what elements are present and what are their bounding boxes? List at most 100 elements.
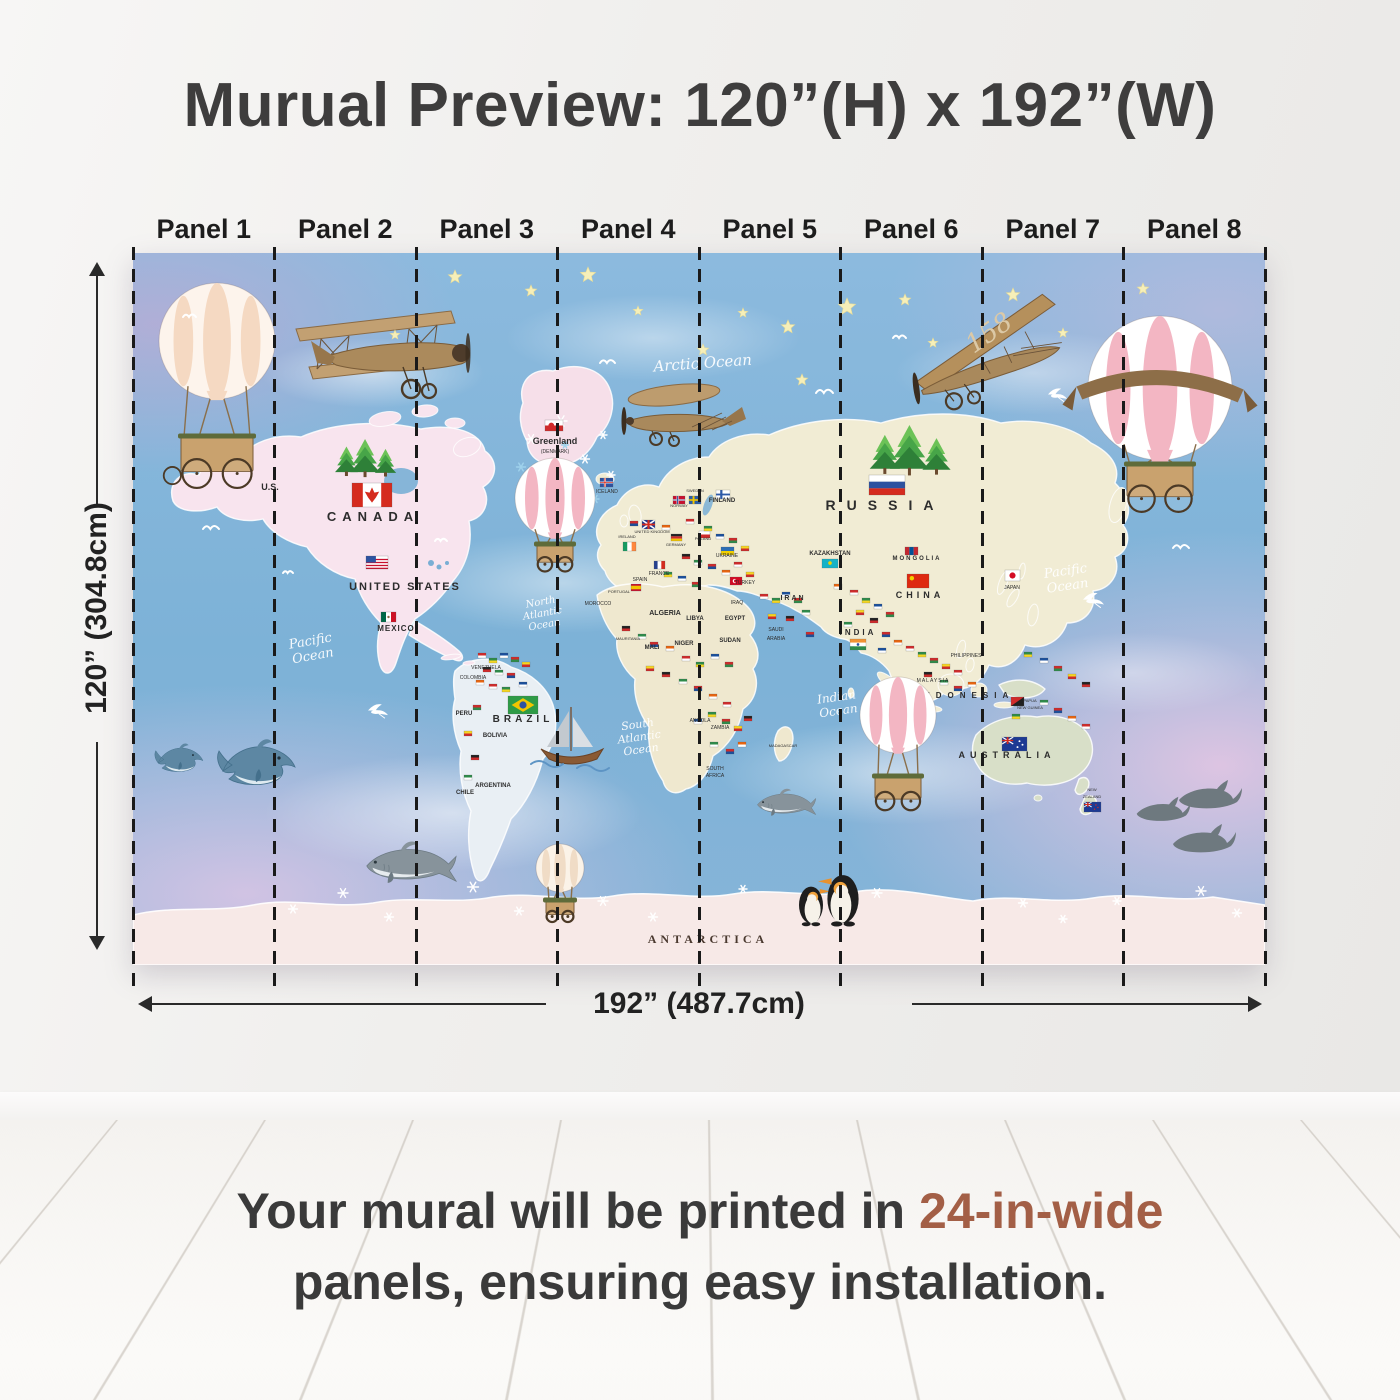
island bbox=[368, 411, 402, 427]
country-label: MALI bbox=[645, 645, 660, 651]
country-label: IRAQ bbox=[731, 600, 743, 606]
shark bbox=[1173, 824, 1236, 853]
arrow-up-icon bbox=[89, 262, 105, 276]
panel-divider-line bbox=[1263, 247, 1267, 987]
bird-icon bbox=[202, 524, 220, 531]
ocean-label: PacificOcean bbox=[1042, 561, 1091, 597]
bird-icon bbox=[182, 313, 197, 319]
island bbox=[955, 639, 967, 659]
bird-icon bbox=[892, 334, 907, 340]
flag-icon-small bbox=[637, 633, 647, 640]
country-label: KAZAKHSTAN bbox=[809, 551, 850, 557]
flag-icon-small bbox=[801, 609, 811, 616]
flag-icon-small bbox=[805, 631, 815, 638]
panel-divider-line bbox=[980, 247, 984, 987]
flag-icon-small bbox=[663, 571, 673, 578]
star-icon bbox=[1057, 327, 1069, 338]
panel-label-2: Panel 2 bbox=[297, 214, 393, 244]
bird-icon bbox=[1048, 388, 1067, 403]
flag-icon-small bbox=[709, 741, 719, 748]
flag-icon-small bbox=[463, 730, 473, 737]
country-label: UNITED STATES bbox=[349, 581, 461, 593]
continent-australia bbox=[971, 715, 1094, 786]
flag-icon-small bbox=[708, 693, 718, 700]
flag-icon-small bbox=[724, 661, 734, 668]
snowflake-icon bbox=[1112, 896, 1122, 906]
width-dimension-line bbox=[912, 1003, 1250, 1005]
flag-icon-small bbox=[1011, 713, 1021, 720]
snowflake-icon bbox=[287, 904, 299, 914]
snowflake-icon bbox=[337, 887, 349, 899]
height-dimension-label: 120” (304.8cm) bbox=[80, 502, 113, 714]
baltic-sea bbox=[702, 494, 714, 516]
country-label: MONGOLIA bbox=[893, 556, 942, 562]
flag-icon-gl bbox=[544, 419, 564, 432]
country-label: ZAMBIA bbox=[711, 725, 730, 731]
country-label: INDONESIA bbox=[916, 691, 1014, 700]
hot-air-balloon-pink-striped bbox=[514, 457, 596, 573]
map-labels: U.S. CANADA UNITED STATES MEXICO Greenland (D… bbox=[261, 351, 1101, 946]
country-label: MADAGASCAR bbox=[769, 743, 798, 748]
country-label: JAPAN bbox=[1004, 585, 1020, 591]
star-icon bbox=[795, 373, 809, 386]
flag-icon-small bbox=[869, 617, 879, 624]
snowflake-icon bbox=[579, 454, 591, 464]
shark bbox=[366, 841, 458, 883]
shark bbox=[757, 788, 817, 816]
panel-label-1: Panel 1 bbox=[156, 214, 252, 244]
dolphin bbox=[154, 743, 204, 772]
flag-icon-small bbox=[771, 597, 781, 604]
snowflake-icon bbox=[515, 462, 527, 472]
country-label: EGYPT bbox=[725, 616, 746, 622]
country-label: GERMANY bbox=[666, 542, 687, 547]
note-highlight: 24-in-wide bbox=[919, 1183, 1164, 1239]
vintage-biplane bbox=[295, 310, 471, 400]
flag-icon-small bbox=[494, 669, 504, 676]
flag-icon-small bbox=[929, 657, 939, 664]
flag-icon-small bbox=[941, 663, 951, 670]
flag-icon-kz bbox=[821, 558, 839, 569]
panel-divider-line bbox=[131, 247, 135, 987]
flag-icon-small bbox=[873, 603, 883, 610]
flag-icon-au bbox=[1001, 736, 1028, 752]
flag-icon-small bbox=[843, 621, 853, 628]
flag-icon-small bbox=[621, 625, 631, 632]
flag-icon-small bbox=[877, 647, 887, 654]
ocean-label: PacificOcean bbox=[287, 630, 337, 667]
shark bbox=[1179, 780, 1242, 809]
flag-icon-small bbox=[1039, 699, 1049, 706]
hot-air-balloon-cream-striped-small bbox=[535, 843, 585, 924]
snowflake-icon bbox=[606, 470, 616, 480]
island-greenland bbox=[519, 366, 614, 465]
country-label: CHILE bbox=[456, 790, 474, 796]
flag-icon-small bbox=[1067, 673, 1077, 680]
bird-icon bbox=[1172, 543, 1190, 550]
bird-icon bbox=[599, 359, 616, 365]
island bbox=[444, 417, 466, 429]
flag-icon-small bbox=[661, 671, 671, 678]
snowflake-icon bbox=[513, 906, 525, 916]
flag-icon-small bbox=[703, 525, 713, 532]
country-label: ARGENTINA bbox=[475, 783, 511, 789]
country-label: MALAYSIA bbox=[917, 678, 950, 684]
flag-icon-mx bbox=[380, 611, 397, 623]
star-icon bbox=[737, 307, 749, 318]
star-icon bbox=[579, 266, 597, 283]
flag-icon-small bbox=[710, 653, 720, 660]
flag-icon-small bbox=[737, 741, 747, 748]
flag-icon-small bbox=[649, 641, 659, 648]
country-label: Greenland bbox=[533, 436, 578, 446]
flag-icon-small bbox=[707, 563, 717, 570]
country-label: COLOMBIA bbox=[460, 675, 487, 681]
flag-icon-small bbox=[759, 593, 769, 600]
flag-icon-small bbox=[463, 774, 473, 781]
bird-icon bbox=[434, 537, 448, 543]
snowflake-icon bbox=[647, 912, 659, 922]
page-title: Murual Preview: 120”(H) x 192”(W) bbox=[183, 71, 1217, 140]
island bbox=[440, 653, 462, 661]
flag-icon-ua bbox=[720, 546, 735, 556]
ocean-label: NorthAtlanticOcean bbox=[519, 594, 565, 635]
flag-icon-small bbox=[506, 672, 516, 679]
flag-icon-small bbox=[722, 701, 732, 708]
country-label: POLAND bbox=[695, 536, 712, 541]
